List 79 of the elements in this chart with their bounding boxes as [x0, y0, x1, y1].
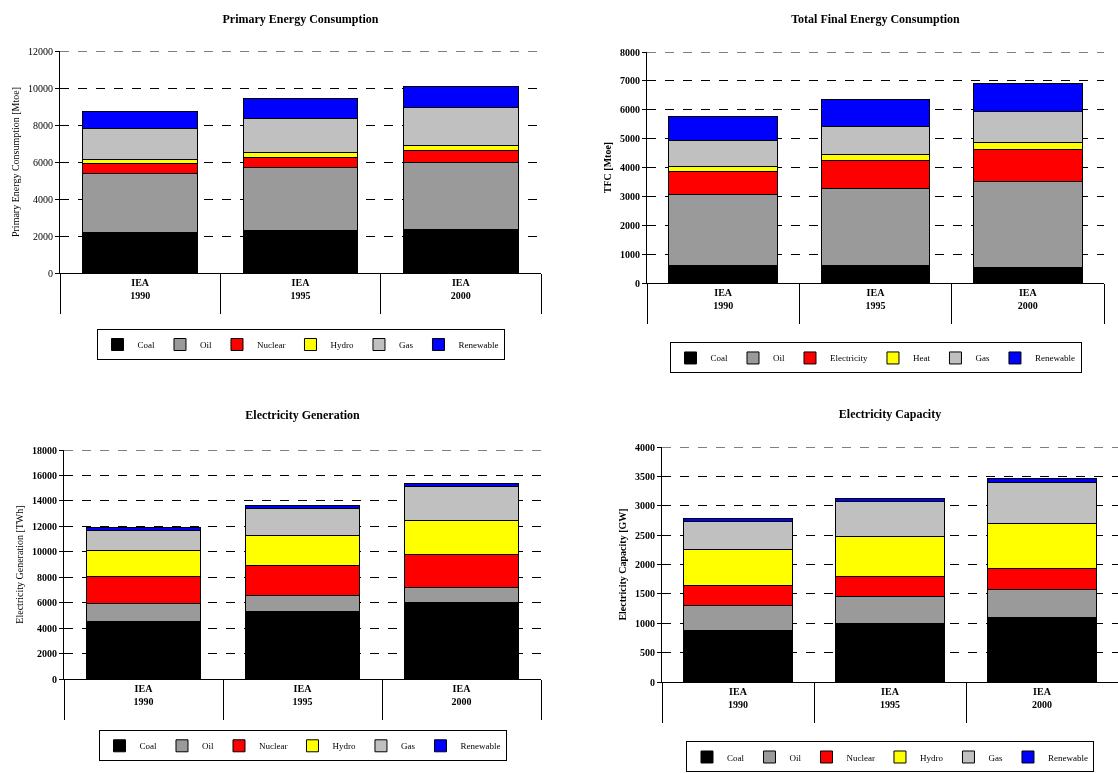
y-tick-label: 5000	[620, 133, 640, 145]
legend-label: Oil	[773, 353, 785, 364]
x-tick-label: IEA 1995	[290, 277, 311, 301]
y-tick-label: 10000	[28, 82, 53, 94]
legend-label: Renewable	[1047, 752, 1088, 763]
legend-label: Coal	[139, 741, 157, 752]
y-tick-label: 18000	[32, 444, 57, 456]
legend-label: Renewable	[460, 741, 501, 752]
legend-label: Gas	[975, 353, 990, 364]
y-axis-title: Primary Energy Consumption [Mtoe]	[10, 86, 21, 238]
y-tick-label: 4000	[635, 441, 655, 453]
x-tick-label: IEA 1990	[133, 683, 154, 707]
y-tick-label: 3000	[635, 500, 655, 512]
chart-title: Total Final Energy Consumption	[791, 12, 961, 27]
y-tick-label: 12000	[32, 520, 57, 532]
x-tick-label: IEA 2000	[1032, 686, 1052, 710]
legend-label: Coal	[137, 340, 155, 351]
y-tick-label: 0	[52, 673, 57, 685]
legend-label: Gas	[988, 752, 1003, 763]
legend-label: Renewable	[458, 340, 499, 351]
x-tick-label: IEA 1995	[292, 683, 313, 707]
y-tick-label: 8000	[620, 46, 640, 58]
y-tick-label: 6000	[37, 597, 57, 609]
y-tick-label: 500	[640, 647, 655, 659]
y-tick-label: 3500	[635, 470, 655, 482]
y-tick-label: 10000	[32, 546, 57, 558]
legend-label: Gas	[398, 340, 414, 351]
y-tick-label: 12000	[28, 45, 53, 57]
y-tick-label: 3000	[620, 190, 640, 202]
y-tick-label: 0	[635, 277, 640, 289]
y-axis-title: TFC [Mtoe]	[602, 141, 613, 194]
y-tick-label: 7000	[620, 75, 640, 87]
legend-label: Hydro	[919, 752, 944, 763]
y-tick-label: 0	[650, 676, 655, 688]
x-tick-label: IEA 2000	[450, 277, 471, 301]
legend-label: Heat	[912, 353, 931, 364]
y-tick-label: 2000	[620, 219, 640, 231]
y-tick-label: 2000	[33, 230, 53, 242]
legend-label: Hydro	[330, 340, 354, 351]
y-tick-label: 2000	[37, 648, 57, 660]
legend-label: Electricity	[830, 353, 868, 364]
legend-label: Renewable	[1034, 353, 1075, 364]
legend-label: Coal	[710, 353, 728, 364]
y-axis-title: Electricity Capacity [GW]	[617, 508, 628, 621]
y-tick-label: 0	[48, 267, 53, 279]
y-tick-label: 14000	[32, 495, 57, 507]
chart-title: Primary Energy Consumption	[222, 12, 379, 27]
legend-label: Coal	[727, 752, 745, 763]
legend-label: Nuclear	[846, 752, 875, 763]
x-tick-label: IEA 1995	[880, 686, 900, 710]
y-tick-label: 2500	[635, 529, 655, 541]
x-tick-label: IEA 2000	[451, 683, 472, 707]
y-tick-label: 4000	[33, 193, 53, 205]
x-tick-label: IEA 1990	[713, 287, 734, 311]
y-tick-label: 16000	[32, 469, 57, 481]
legend-label: Oil	[200, 340, 212, 351]
y-tick-label: 6000	[33, 156, 53, 168]
x-tick-label: IEA 2000	[1017, 287, 1038, 311]
y-tick-label: 1000	[620, 248, 640, 260]
y-axis-title: Electricity Generation [TWh]	[14, 505, 25, 624]
y-tick-label: 1000	[635, 617, 655, 629]
y-tick-label: 1500	[635, 588, 655, 600]
y-tick-label: 6000	[620, 104, 640, 116]
y-tick-label: 8000	[33, 119, 53, 131]
y-tick-label: 4000	[37, 622, 57, 634]
x-tick-label: IEA 1990	[130, 277, 151, 301]
legend-label: Oil	[202, 741, 214, 752]
legend-label: Hydro	[332, 741, 356, 752]
legend-label: Nuclear	[257, 340, 286, 351]
legend-label: Oil	[789, 752, 802, 763]
chart-title: Electricity Capacity	[838, 407, 942, 422]
legend-label: Nuclear	[259, 741, 288, 752]
x-tick-label: IEA 1995	[865, 287, 886, 311]
y-tick-label: 8000	[37, 571, 57, 583]
legend-label: Gas	[400, 741, 416, 752]
x-tick-label: IEA 1990	[728, 686, 748, 710]
y-tick-label: 4000	[620, 162, 640, 173]
chart-title: Electricity Generation	[245, 408, 360, 423]
y-tick-label: 2000	[635, 559, 655, 570]
